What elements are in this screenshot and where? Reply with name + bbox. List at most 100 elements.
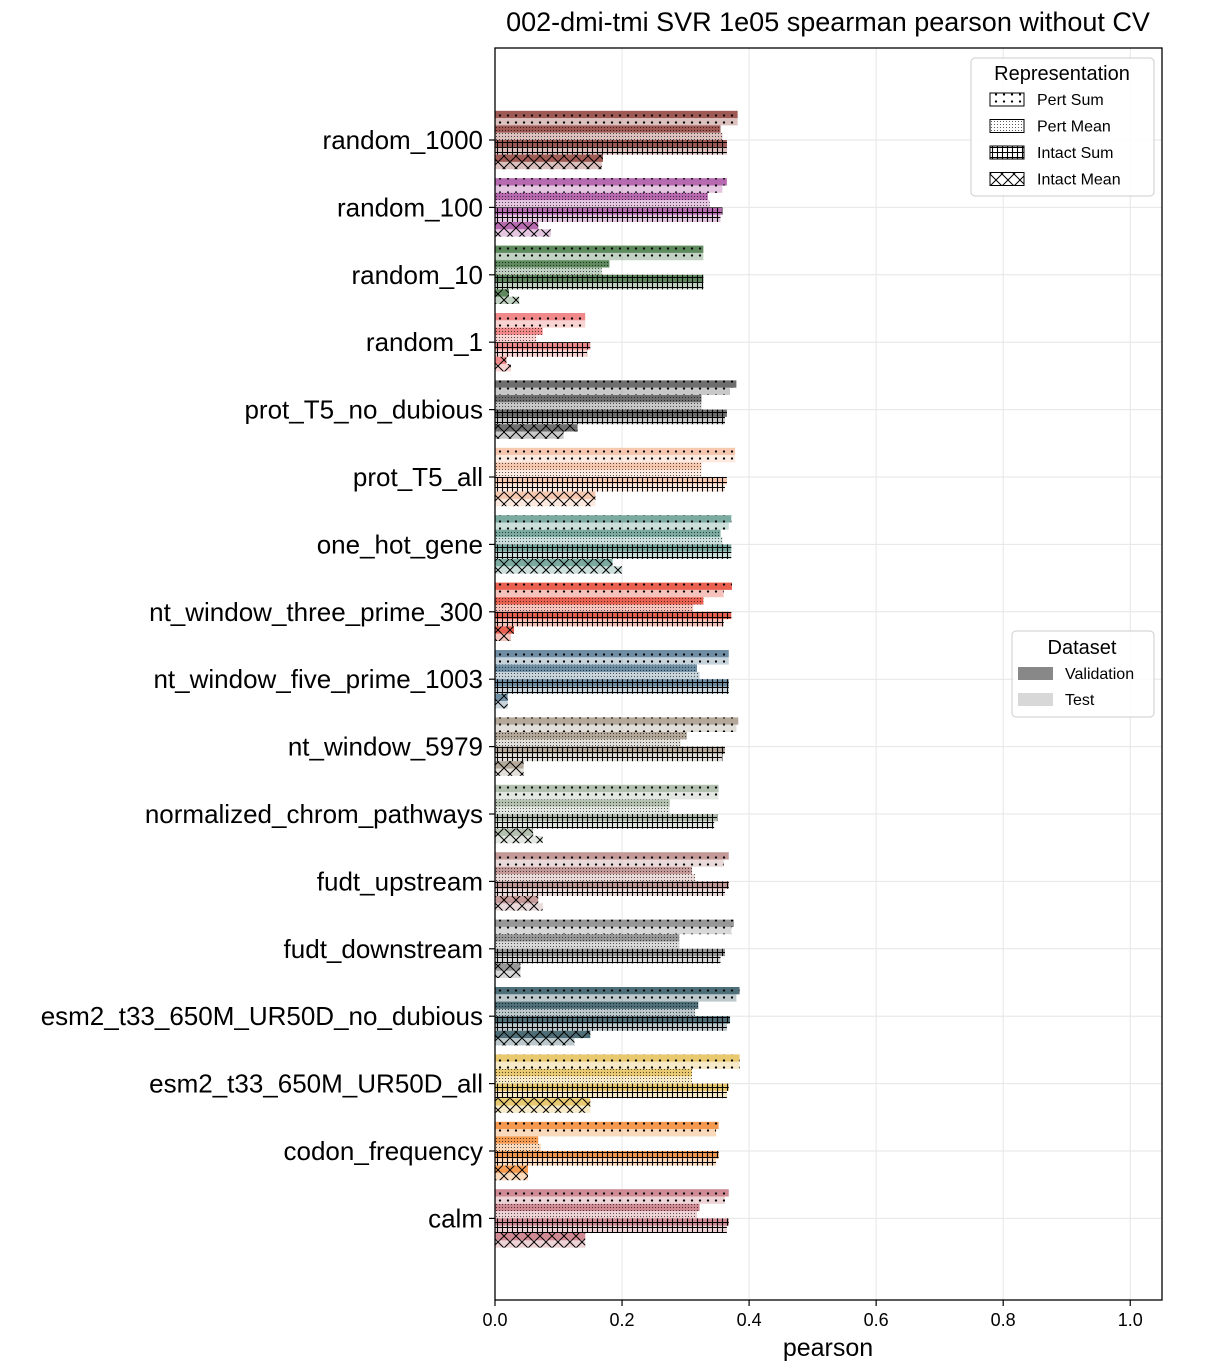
bar-hatch — [495, 753, 723, 762]
bar-hatch — [495, 1038, 575, 1046]
bar-hatch — [495, 619, 724, 627]
bar-hatch — [495, 296, 520, 304]
bar-hatch — [495, 582, 732, 590]
bar-hatch — [495, 693, 508, 702]
chart-title: 002-dmi-tmi SVR 1e05 spearman pearson wi… — [506, 7, 1150, 37]
bar-hatch — [495, 200, 710, 208]
bar-hatch — [495, 611, 732, 620]
y-tick-label: fudt_upstream — [317, 866, 483, 896]
bar-hatch — [495, 469, 702, 477]
bar-hatch — [495, 161, 602, 170]
bar-hatch — [495, 859, 724, 867]
bar-hatch — [495, 650, 729, 658]
bar-hatch — [495, 1090, 727, 1099]
bar-hatch — [495, 416, 725, 425]
bar-hatch — [495, 267, 602, 275]
bar-hatch — [495, 1218, 729, 1226]
y-tick-label: esm2_t33_650M_UR50D_all — [149, 1069, 483, 1099]
legend-dataset-title: Dataset — [1048, 637, 1117, 659]
bar-hatch — [495, 1211, 698, 1219]
bar-hatch — [495, 515, 732, 523]
bar-hatch — [495, 866, 692, 875]
x-tick-label: 0.2 — [610, 1310, 635, 1330]
y-tick-label: nt_window_five_prime_1003 — [153, 664, 483, 694]
bar-hatch — [495, 544, 732, 552]
bar-hatch — [495, 732, 687, 740]
x-tick-label: 0.0 — [482, 1310, 507, 1330]
bar-hatch — [495, 1001, 699, 1009]
bar-hatch — [495, 941, 680, 949]
bar-hatch — [495, 1203, 700, 1212]
legend-representation-title: Representation — [994, 63, 1130, 85]
y-tick-label: nt_window_5979 — [288, 732, 483, 762]
bar-hatch — [495, 327, 543, 335]
bar-hatch — [495, 919, 734, 927]
bar-hatch — [495, 387, 731, 395]
legend-label: Pert Sum — [1037, 92, 1104, 109]
bar-hatch — [495, 1158, 717, 1166]
bar-hatch — [495, 1129, 717, 1137]
bars — [495, 110, 740, 1248]
bar-hatch — [495, 799, 670, 807]
x-tick-label: 0.6 — [864, 1310, 889, 1330]
bar-hatch — [495, 1098, 591, 1106]
bar-hatch — [495, 1225, 727, 1233]
bar-hatch — [495, 664, 698, 672]
bar-hatch — [495, 356, 507, 365]
bar-hatch — [495, 349, 588, 357]
bar-hatch — [495, 671, 700, 680]
bar-hatch — [495, 1083, 729, 1091]
bar-hatch — [495, 147, 727, 155]
y-tick-label: random_100 — [337, 192, 483, 222]
bar-hatch — [495, 926, 732, 935]
y-tick-label: one_hot_gene — [317, 529, 483, 559]
bar-hatch — [495, 125, 721, 133]
bar-hatch — [495, 154, 603, 162]
y-tick-label: calm — [428, 1203, 483, 1233]
bar-hatch — [495, 888, 725, 896]
bar-hatch — [495, 313, 586, 321]
bar-hatch — [495, 522, 729, 530]
bar-hatch — [495, 679, 729, 687]
bar-hatch — [495, 424, 578, 432]
x-tick-label: 0.8 — [991, 1310, 1016, 1330]
bar-hatch — [495, 1008, 696, 1017]
bar-hatch — [495, 185, 723, 193]
legend-label: Validation — [1065, 666, 1134, 683]
y-tick-label: random_1000 — [323, 125, 483, 155]
y-tick-labels: random_1000 random_100 random_10 random_1pr… — [41, 125, 495, 1233]
bar-hatch — [495, 462, 702, 470]
bar-hatch — [495, 334, 537, 343]
bar-hatch — [495, 1240, 586, 1248]
bar-hatch — [495, 447, 736, 456]
bar-hatch — [495, 987, 740, 995]
plot-frame — [494, 47, 1163, 1301]
bar-hatch — [495, 970, 521, 978]
bar-hatch — [495, 1076, 692, 1084]
bar-hatch — [495, 1054, 740, 1062]
bar-hatch — [495, 934, 680, 942]
bar-hatch — [495, 828, 534, 836]
bar-hatch — [495, 633, 511, 641]
bar-hatch — [495, 1136, 539, 1144]
bar-hatch — [495, 881, 729, 889]
bar-hatch — [495, 566, 623, 574]
legend-swatch-hatch — [989, 119, 1025, 133]
bar-hatch — [495, 701, 508, 709]
bar-hatch — [495, 320, 586, 328]
bar-hatch — [495, 409, 727, 417]
bar-hatch — [495, 1023, 727, 1031]
y-tick-label: prot_T5_all — [353, 462, 483, 492]
bar-hatch — [495, 282, 704, 290]
bar-hatch — [495, 178, 727, 186]
legend-swatch-validation — [1018, 667, 1053, 680]
y-tick-label: esm2_t33_650M_UR50D_no_dubious — [41, 1001, 483, 1031]
y-tick-label: normalized_chrom_pathways — [145, 799, 483, 829]
x-axis-label: pearson — [783, 1334, 873, 1362]
bar-hatch — [495, 1233, 586, 1241]
bar-hatch — [495, 380, 737, 388]
y-tick-label: codon_frequency — [284, 1136, 483, 1166]
bar-hatch — [495, 1069, 692, 1077]
bar-hatch — [495, 784, 719, 793]
